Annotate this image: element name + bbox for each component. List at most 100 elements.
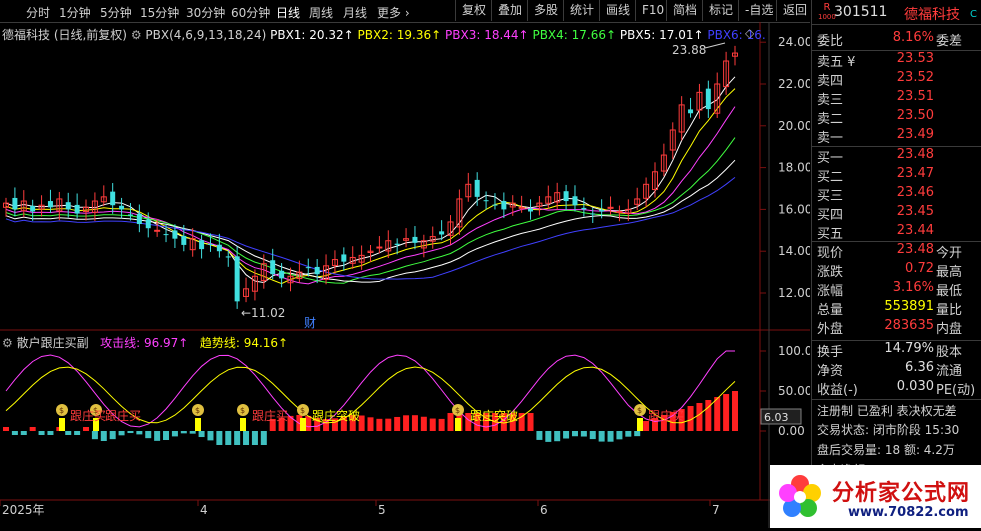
indicator-name[interactable]: PBX(4,6,9,13,18,24) bbox=[145, 28, 267, 42]
indicator-bar bbox=[669, 412, 676, 431]
candle-body bbox=[616, 210, 623, 213]
candle-body bbox=[154, 229, 161, 232]
indicator-bar bbox=[723, 394, 730, 431]
bid-row-1: 买一 23.48 bbox=[812, 147, 981, 167]
indicator-bar bbox=[349, 415, 356, 431]
candle-body bbox=[74, 204, 80, 214]
candle-body bbox=[367, 250, 374, 253]
period-tab-more[interactable]: 更多 › bbox=[377, 6, 410, 20]
indicator-bar bbox=[705, 400, 712, 431]
moneybag-symbol: $ bbox=[59, 406, 64, 415]
y-tick-label: 24.00 bbox=[778, 35, 810, 49]
indicator-bar bbox=[47, 431, 54, 435]
indicator-bar bbox=[269, 418, 276, 431]
indicator-bar bbox=[385, 418, 392, 431]
period-tab-fenshi[interactable]: 分时 bbox=[26, 6, 51, 20]
indicator-bar bbox=[145, 431, 152, 439]
candle-body bbox=[572, 196, 578, 206]
signal-bar bbox=[59, 418, 65, 431]
y-tick-label: 18.00 bbox=[778, 161, 810, 175]
period-tab-monthly[interactable]: 月线 bbox=[343, 6, 368, 20]
moneybag-symbol: $ bbox=[240, 406, 245, 415]
candle-body bbox=[296, 271, 303, 280]
indicator-bar bbox=[38, 431, 45, 435]
candle-body bbox=[385, 240, 392, 252]
candle-body bbox=[189, 238, 196, 251]
candle-body bbox=[563, 191, 569, 202]
indicator-bar bbox=[607, 431, 614, 442]
pbx2-label: PBX2: 19.36↑ bbox=[357, 28, 442, 42]
candle-body bbox=[341, 254, 347, 262]
candle-body bbox=[47, 201, 53, 208]
f10-button[interactable]: F10 bbox=[635, 0, 670, 21]
settings-gear-icon[interactable]: ⚙ bbox=[130, 28, 142, 42]
signal-bar bbox=[195, 418, 201, 431]
period-tab-60min[interactable]: 60分钟 bbox=[231, 6, 271, 20]
stat-row-1: 涨跌 0.72 最高 bbox=[812, 261, 981, 281]
candle-body bbox=[127, 214, 133, 216]
draw-button[interactable]: 画线 bbox=[599, 0, 636, 21]
moneybag-symbol: $ bbox=[455, 406, 460, 415]
stat2-row-1-label: 净资 bbox=[817, 364, 844, 379]
candle-body bbox=[447, 221, 454, 236]
brief-button[interactable]: 简档 bbox=[666, 0, 703, 21]
indicator-bar bbox=[589, 431, 596, 440]
watchlist-button[interactable]: -自选 bbox=[738, 0, 779, 21]
indicator-bar bbox=[580, 431, 587, 437]
signal-label: 跟庄突破 bbox=[470, 408, 518, 423]
candle-body bbox=[456, 198, 463, 228]
bid-row-2: 买二 23.47 bbox=[812, 166, 981, 186]
candle-body bbox=[251, 275, 258, 292]
period-tab-weekly[interactable]: 周线 bbox=[309, 6, 334, 20]
candle-body bbox=[349, 256, 356, 264]
candle-body bbox=[260, 263, 267, 282]
bid-row-3: 买三 23.46 bbox=[812, 185, 981, 205]
ind-y-tick-label: 100.0 bbox=[778, 344, 810, 358]
stat-row-3-label2: 量比 bbox=[936, 303, 963, 318]
candle-body bbox=[714, 83, 721, 114]
pbx-line-5 bbox=[5, 159, 736, 283]
indicator-bar bbox=[643, 421, 650, 431]
candle-body bbox=[474, 179, 480, 197]
collapse-icon[interactable]: ⚙ bbox=[2, 336, 13, 350]
period-tab-30min[interactable]: 30分钟 bbox=[186, 6, 226, 20]
period-tab-daily[interactable]: 日线 bbox=[276, 6, 301, 20]
period-tab-1min[interactable]: 1分钟 bbox=[59, 6, 91, 20]
pbx1-label: PBX1: 20.32↑ bbox=[270, 28, 354, 42]
indicator-bar bbox=[65, 431, 72, 435]
back-button[interactable]: 返回 bbox=[776, 0, 813, 21]
candle-body bbox=[358, 254, 365, 263]
mark-button[interactable]: 标记 bbox=[702, 0, 739, 21]
indicator-bar bbox=[598, 431, 605, 442]
indicator-panel-name[interactable]: 散户跟庄买副 bbox=[16, 336, 89, 350]
moneybag-symbol: $ bbox=[637, 406, 642, 415]
period-tab-15min[interactable]: 15分钟 bbox=[140, 6, 180, 20]
candle-body bbox=[678, 104, 685, 133]
bid-row-5-label: 买五 bbox=[817, 227, 844, 242]
indicator-bar bbox=[545, 431, 552, 442]
ask-row-5: 卖五 ¥ 23.53 bbox=[812, 51, 981, 71]
indicator-bar bbox=[29, 427, 36, 431]
ask-row-2: 卖二 23.50 bbox=[812, 108, 981, 128]
multi-stock-button[interactable]: 多股 bbox=[527, 0, 564, 21]
indicator-bar bbox=[136, 431, 143, 435]
ask-row-1-value: 23.49 bbox=[896, 127, 934, 142]
chart-collapse-icon[interactable]: ◇ bbox=[745, 26, 755, 40]
candle-body bbox=[509, 202, 516, 208]
indicator-bar bbox=[483, 413, 490, 431]
refresh-icon[interactable]: C bbox=[970, 9, 977, 20]
r-badge-icon: R 1000 bbox=[818, 2, 836, 22]
candle-body bbox=[501, 200, 507, 210]
stat2-row-0-label: 换手 bbox=[817, 345, 844, 360]
stat-row-1-label: 涨跌 bbox=[817, 265, 844, 280]
candle-body bbox=[723, 60, 730, 88]
period-tab-5min[interactable]: 5分钟 bbox=[100, 6, 132, 20]
indicator-bar bbox=[234, 431, 241, 445]
stat-row-1-label2: 最高 bbox=[936, 265, 963, 280]
fuquan-button[interactable]: 复权 bbox=[455, 0, 492, 21]
candle-body bbox=[38, 204, 45, 210]
stats-button[interactable]: 统计 bbox=[563, 0, 600, 21]
overlay-button[interactable]: 叠加 bbox=[491, 0, 528, 21]
candle-body bbox=[518, 206, 525, 209]
